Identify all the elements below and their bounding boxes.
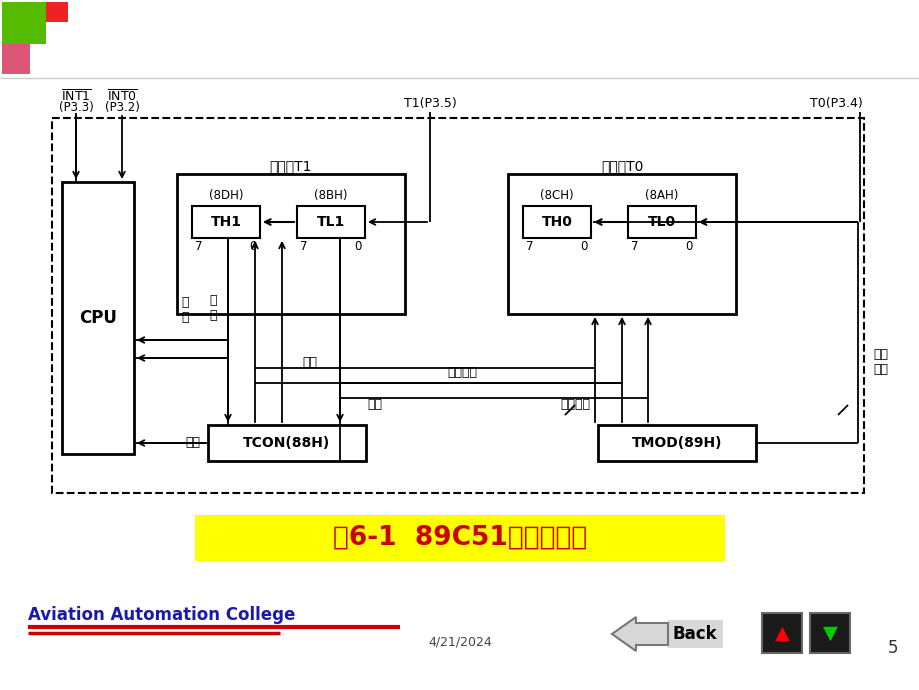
Text: ▲: ▲	[774, 624, 789, 642]
Text: (8DH): (8DH)	[209, 190, 243, 202]
Text: 工作
模式: 工作 模式	[872, 348, 887, 376]
Bar	[667, 620, 722, 648]
Text: TCON(88H): TCON(88H)	[244, 436, 330, 450]
Text: 溢
出: 溢 出	[181, 296, 188, 324]
Bar	[2, 44, 30, 74]
Text: 0: 0	[685, 239, 692, 253]
Text: 启动: 启动	[302, 355, 317, 368]
Text: 5: 5	[887, 639, 897, 657]
Text: (P3.2): (P3.2)	[105, 101, 140, 115]
Text: 启
动: 启 动	[209, 294, 217, 322]
Bar	[176, 174, 404, 314]
Bar	[597, 425, 755, 461]
Bar	[195, 515, 724, 561]
Text: 溢出: 溢出	[367, 399, 382, 411]
Text: 7: 7	[630, 239, 638, 253]
Text: (P3.3): (P3.3)	[59, 101, 93, 115]
Text: 0: 0	[249, 239, 256, 253]
Text: TMOD(89H): TMOD(89H)	[631, 436, 721, 450]
Text: 4/21/2024: 4/21/2024	[427, 635, 492, 649]
Text: 定时器T0: 定时器T0	[600, 159, 642, 173]
Text: (8CH): (8CH)	[539, 190, 573, 202]
Text: TH1: TH1	[210, 215, 241, 229]
Text: T1(P3.5): T1(P3.5)	[403, 97, 456, 110]
Bar	[522, 206, 590, 238]
Bar	[208, 425, 366, 461]
Text: Back: Back	[672, 625, 717, 643]
Text: 中断: 中断	[185, 437, 199, 449]
Text: TL0: TL0	[647, 215, 675, 229]
Text: 工作模式: 工作模式	[560, 399, 589, 411]
Text: T0(P3.4): T0(P3.4)	[810, 97, 862, 110]
Text: 7: 7	[195, 239, 202, 253]
Text: Aviation Automation College: Aviation Automation College	[28, 606, 295, 624]
Bar	[297, 206, 365, 238]
Text: CPU: CPU	[79, 309, 117, 327]
Text: ▼: ▼	[822, 624, 836, 642]
Bar	[628, 206, 696, 238]
Bar	[192, 206, 260, 238]
Bar	[761, 613, 801, 653]
Text: TL1: TL1	[316, 215, 345, 229]
Bar	[46, 2, 68, 22]
Text: 内部总线: 内部总线	[447, 366, 476, 379]
Text: 7: 7	[300, 239, 308, 253]
Text: 0: 0	[580, 239, 587, 253]
FancyArrow shape	[611, 617, 667, 651]
Text: 7: 7	[526, 239, 533, 253]
Text: (8BH): (8BH)	[314, 190, 347, 202]
Bar	[2, 2, 46, 44]
Text: $\overline{\rm INT0}$: $\overline{\rm INT0}$	[107, 89, 137, 105]
Bar	[507, 174, 735, 314]
Text: TH0: TH0	[541, 215, 572, 229]
Bar	[52, 118, 863, 493]
Text: 0: 0	[354, 239, 361, 253]
Bar	[809, 613, 849, 653]
Bar	[62, 182, 134, 454]
Text: $\overline{\rm INT1}$: $\overline{\rm INT1}$	[61, 89, 91, 105]
Text: 图6-1  89C51定时器结构: 图6-1 89C51定时器结构	[333, 525, 586, 551]
Text: 定时器T1: 定时器T1	[269, 159, 312, 173]
Text: (8AH): (8AH)	[644, 190, 678, 202]
